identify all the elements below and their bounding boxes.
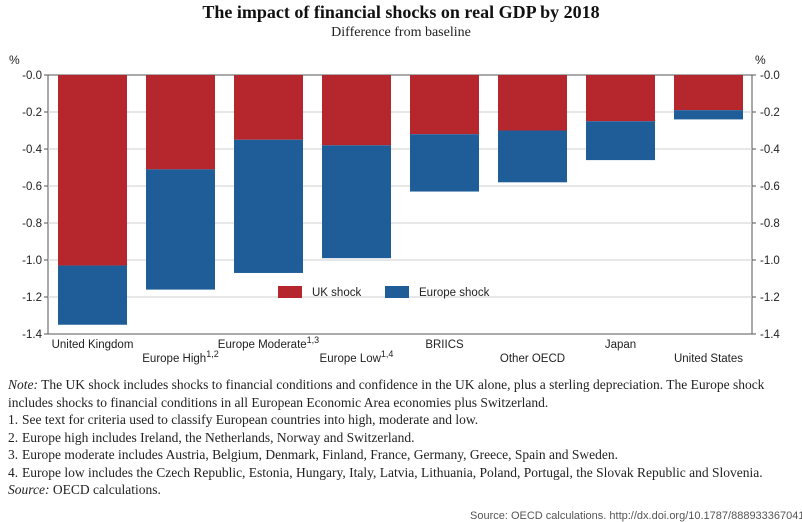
bar-uk-shock [234, 75, 303, 140]
bar-europe-shock [410, 134, 479, 192]
bar-uk-shock [410, 75, 479, 135]
y-tick-label-left: -0.4 [22, 144, 42, 156]
bar-europe-shock [146, 169, 215, 290]
footnote-number: 4. [8, 464, 19, 480]
x-category-label: BRIICS [425, 339, 464, 351]
bar-europe-shock [234, 139, 303, 273]
y-tick-label-right: -0.6 [760, 181, 780, 193]
y-tick-label-right: -1.2 [760, 292, 780, 304]
footnote-number: 1. [8, 412, 19, 427]
y-tick-label-right: -0.8 [760, 218, 780, 230]
bar-europe-shock [498, 130, 567, 183]
chart-title: The impact of financial shocks on real G… [202, 2, 600, 22]
x-category-label: Europe Low1,4 [320, 349, 394, 365]
y-tick-label-right: -0.0 [760, 70, 780, 82]
source-line: Source: OECD calculations. [8, 481, 798, 499]
footnote-text: See text for criteria used to classify E… [22, 412, 479, 427]
y-tick-label-right: -0.2 [760, 107, 780, 119]
bar-europe-shock [674, 110, 743, 120]
y-tick-label-right: -1.4 [760, 329, 780, 341]
y-tick-label-left: -1.4 [22, 329, 42, 341]
source-text: OECD calculations. [49, 482, 161, 497]
footnote-item: 4. Europe low includes the Czech Republic… [8, 464, 798, 482]
footnote-item: 3. Europe moderate includes Austria, Belg… [8, 446, 798, 464]
bar-uk-shock [498, 75, 567, 131]
footnote-text: Europe low includes the Czech Republic, … [22, 464, 763, 480]
chart-subtitle: Difference from baseline [331, 25, 471, 40]
bar-uk-shock [674, 75, 743, 111]
source-label: Source: [8, 482, 50, 497]
legend-swatch-europe-shock [385, 286, 409, 298]
bar-europe-shock [586, 121, 655, 161]
y-tick-label-left: -1.2 [22, 292, 42, 304]
y-tick-label-left: -0.0 [22, 70, 42, 82]
x-category-label: United Kingdom [52, 339, 134, 351]
footnote-text: Europe moderate includes Austria, Belgiu… [22, 447, 618, 462]
x-category-label: United States [674, 353, 743, 365]
footnote-text: Europe high includes Ireland, the Nether… [22, 429, 415, 445]
y-tick-label-right: -0.4 [760, 144, 780, 156]
footnote-number: 2. [8, 429, 19, 445]
stacked-bar-chart: -1.4 -1.4 -1.2 -1.2 -1.0 -1.0 -0.8 -0.8 -0.6 -0.6… [9, 53, 780, 365]
y-tick-label-right: -1.0 [760, 255, 780, 267]
bar-uk-shock [146, 75, 215, 170]
x-category-label: Other OECD [500, 353, 565, 365]
bar-europe-shock [58, 265, 127, 325]
chart-notes: Note: The UK shock includes shocks to fi… [8, 376, 798, 499]
x-category-label: Japan [605, 339, 636, 351]
y-axis-unit-left: % [9, 53, 20, 67]
note-text: The UK shock includes shocks to financia… [8, 377, 765, 410]
y-tick-label-left: -1.0 [22, 255, 42, 267]
source-url[interactable]: Source: OECD calculations. http://dx.doi… [470, 510, 802, 522]
footnote-list: 1. See text for criteria used to classify… [8, 411, 798, 481]
bar-uk-shock [58, 75, 127, 266]
y-tick-label-left: -0.2 [22, 107, 42, 119]
legend-swatch-uk-shock [278, 286, 302, 298]
x-category-label: Europe High1,2 [142, 349, 218, 365]
bar-europe-shock [322, 145, 391, 259]
footnote-item: 1. See text for criteria used to classify… [8, 411, 798, 429]
y-tick-label-left: -0.8 [22, 218, 42, 230]
legend-label-europe-shock: Europe shock [419, 287, 490, 299]
note-label: Note: [8, 377, 38, 392]
bar-uk-shock [586, 75, 655, 122]
y-tick-label-left: -0.6 [22, 181, 42, 193]
note-paragraph: Note: The UK shock includes shocks to fi… [8, 376, 798, 411]
bar-uk-shock [322, 75, 391, 146]
legend-label-uk-shock: UK shock [312, 287, 361, 299]
footnote-number: 3. [8, 447, 19, 462]
x-category-label: Europe Moderate1,3 [218, 335, 319, 351]
y-axis-unit-right: % [755, 53, 766, 67]
footnote-item: 2. Europe high includes Ireland, the Neth… [8, 429, 798, 447]
